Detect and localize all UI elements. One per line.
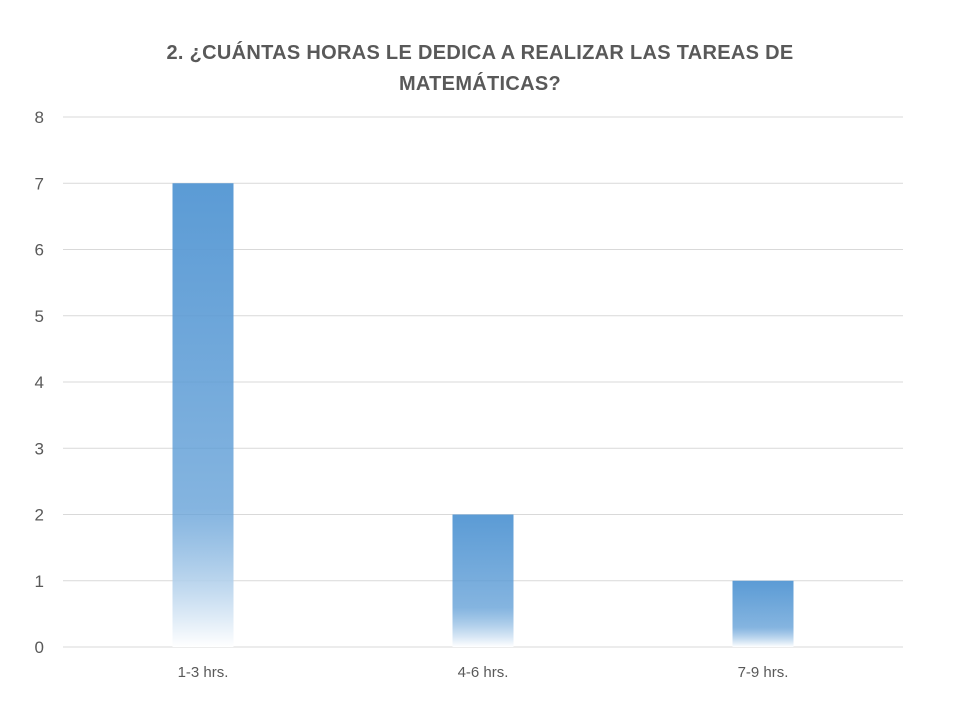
x-category-label: 1-3 hrs. xyxy=(178,664,229,681)
bar xyxy=(452,514,514,647)
y-tick-label: 7 xyxy=(35,174,44,193)
y-tick-label: 2 xyxy=(35,506,44,525)
y-tick-label: 8 xyxy=(35,108,44,127)
bar xyxy=(732,580,794,647)
chart-title: 2. ¿CUÁNTAS HORAS LE DEDICA A REALIZAR L… xyxy=(166,42,794,95)
bar xyxy=(172,183,234,647)
y-tick-label: 5 xyxy=(35,307,44,326)
y-axis-tick-labels: 0 1 2 3 4 5 6 7 8 xyxy=(35,108,44,657)
y-tick-label: 6 xyxy=(35,241,44,260)
x-axis-category-labels: 1-3 hrs. 4-6 hrs. 7-9 hrs. xyxy=(178,664,789,681)
bars xyxy=(172,183,794,647)
y-tick-label: 4 xyxy=(35,373,44,392)
y-tick-label: 0 xyxy=(35,638,44,657)
y-tick-label: 3 xyxy=(35,439,44,458)
x-category-label: 4-6 hrs. xyxy=(458,664,509,681)
x-category-label: 7-9 hrs. xyxy=(738,664,789,681)
y-tick-label: 1 xyxy=(35,572,44,591)
